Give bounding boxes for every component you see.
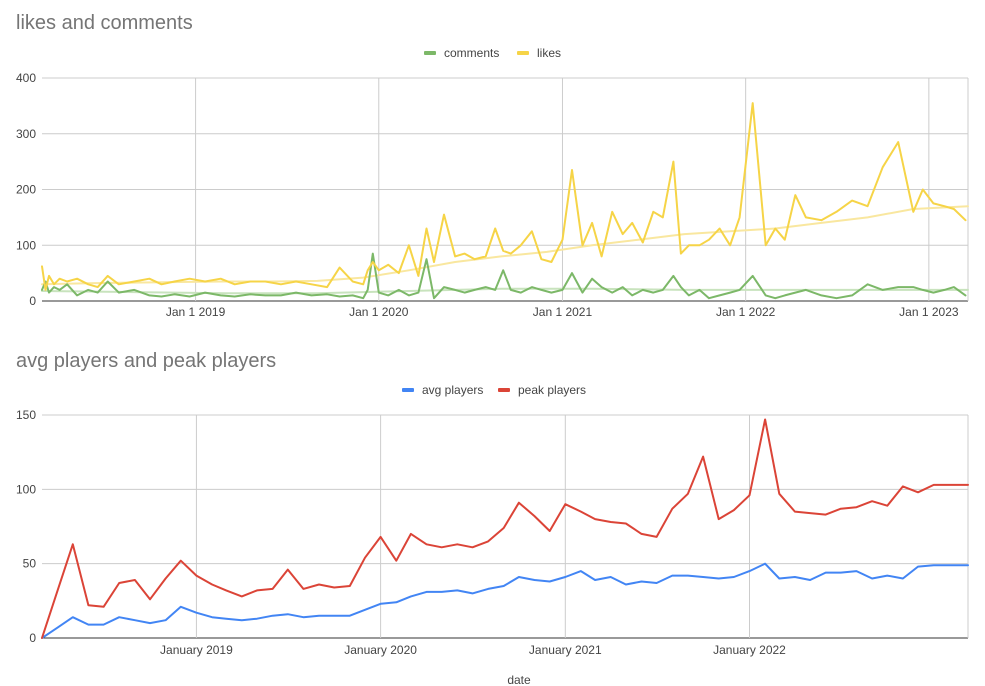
series-line-comments (41, 252, 967, 300)
legend-item-peak-players[interactable]: peak players (498, 383, 586, 397)
trendline (41, 205, 969, 286)
legend-item-comments[interactable]: comments (424, 46, 499, 60)
y-tick-label: 0 (29, 294, 36, 308)
y-tick-label: 100 (16, 482, 36, 496)
x-tick-label: January 2020 (344, 643, 417, 657)
legend-label: comments (444, 46, 499, 60)
x-tick-label: Jan 1 2023 (899, 305, 959, 319)
chart-title-likes-comments: likes and comments (16, 12, 193, 34)
legend-item-likes[interactable]: likes (517, 46, 561, 60)
legend-label: avg players (422, 383, 483, 397)
x-tick-label: Jan 1 2019 (166, 305, 226, 319)
x-axis-label: date (507, 673, 531, 686)
x-tick-label: January 2022 (713, 643, 786, 657)
legend-swatch (424, 51, 436, 55)
y-tick-label: 400 (16, 71, 36, 85)
series-line-likes (41, 102, 967, 291)
series-line-peak-players (41, 418, 969, 639)
chart-2: 0 50 100 150 January 2019 January 2020 January… (16, 383, 969, 686)
y-tick-label: 300 (16, 127, 36, 141)
chart-1: 0 100 200 300 400 Jan 1 2019 Jan 1 2020 Jan 1 2… (16, 46, 969, 319)
legend-item-avg-players[interactable]: avg players (402, 383, 483, 397)
trendline (41, 287, 969, 295)
y-tick-label: 50 (23, 557, 37, 571)
y-tick-label: 200 (16, 183, 36, 197)
x-tick-label: January 2019 (160, 643, 233, 657)
x-tick-label: Jan 1 2020 (349, 305, 409, 319)
x-tick-label: Jan 1 2021 (533, 305, 593, 319)
legend-swatch (517, 51, 529, 55)
series-line-avg-players (41, 562, 969, 639)
y-tick-label: 0 (29, 631, 36, 645)
legend-swatch (402, 388, 414, 392)
chart-title-players: avg players and peak players (16, 350, 277, 372)
legend-label: peak players (518, 383, 586, 397)
legend-swatch (498, 388, 510, 392)
x-tick-label: January 2021 (529, 643, 602, 657)
y-tick-label: 100 (16, 238, 36, 252)
legend-label: likes (537, 46, 561, 60)
y-tick-label: 150 (16, 408, 36, 422)
x-tick-label: Jan 1 2022 (716, 305, 776, 319)
